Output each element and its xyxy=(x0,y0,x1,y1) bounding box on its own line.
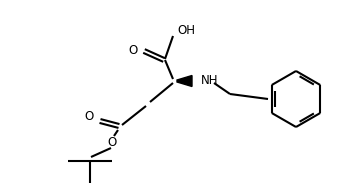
Text: NH: NH xyxy=(201,74,219,88)
Text: O: O xyxy=(129,44,138,57)
Text: O: O xyxy=(107,136,117,149)
Text: OH: OH xyxy=(177,25,195,37)
Text: O: O xyxy=(85,111,94,123)
Polygon shape xyxy=(177,75,192,87)
